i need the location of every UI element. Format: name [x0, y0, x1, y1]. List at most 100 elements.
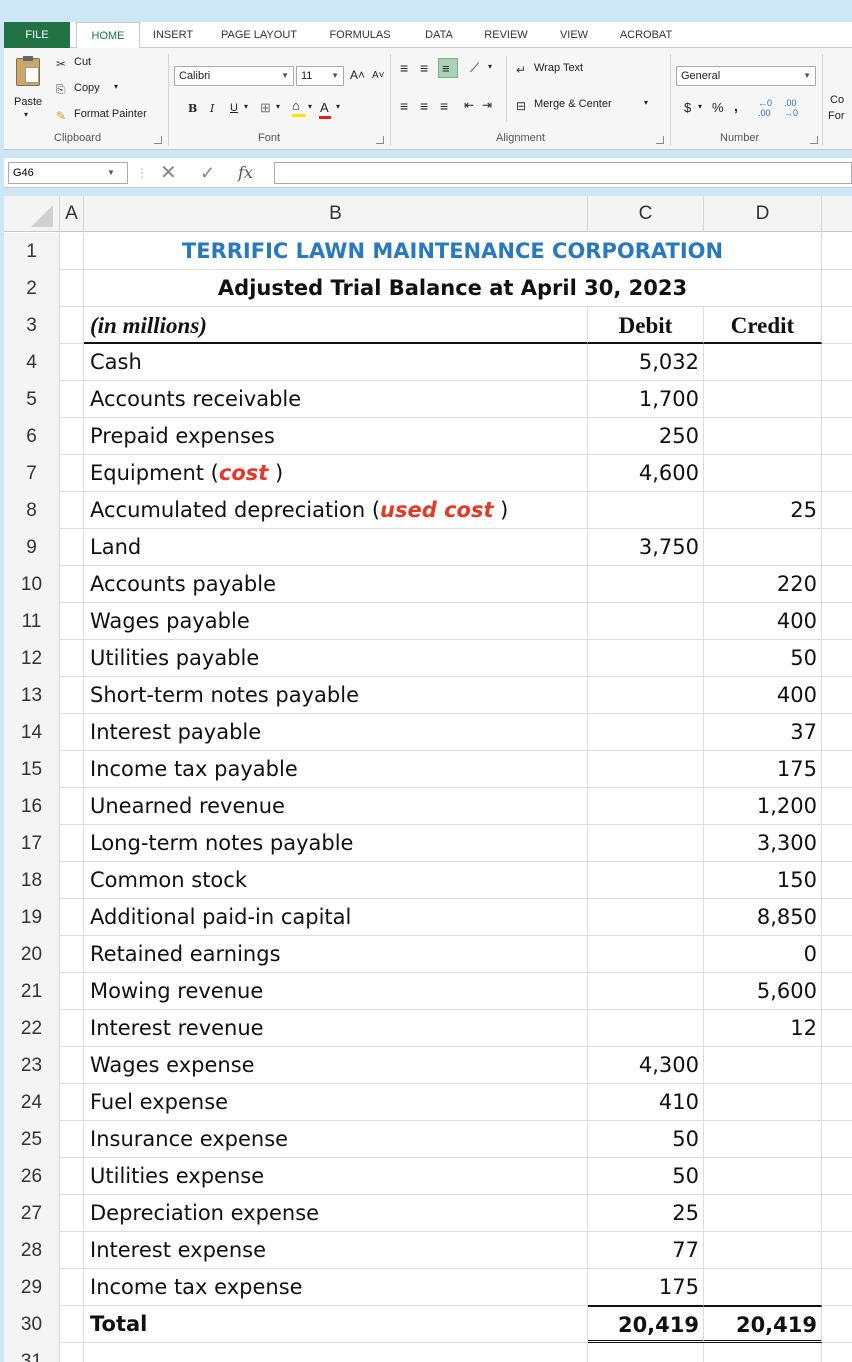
cell[interactable] — [822, 566, 852, 603]
debit-cell[interactable]: 5,032 — [588, 344, 704, 381]
chevron-down-icon[interactable]: ▾ — [698, 102, 703, 111]
debit-cell[interactable]: 1,700 — [588, 381, 704, 418]
debit-cell[interactable]: 250 — [588, 418, 704, 455]
company-title[interactable]: TERRIFIC LAWN MAINTENANCE CORPORATION — [84, 233, 822, 270]
decrease-decimal-icon[interactable]: .00 →0 — [784, 98, 799, 118]
dialog-launcher-icon[interactable] — [376, 136, 384, 144]
row-header[interactable]: 13 — [4, 677, 60, 714]
cell[interactable] — [60, 492, 84, 529]
debit-cell[interactable] — [588, 899, 704, 936]
cell[interactable] — [822, 344, 852, 381]
row-header[interactable]: 25 — [4, 1121, 60, 1158]
account-name-cell[interactable]: Wages payable — [84, 603, 588, 640]
account-name-cell[interactable]: Utilities payable — [84, 640, 588, 677]
name-box[interactable]: G46 ▼ — [8, 162, 128, 184]
cell[interactable] — [60, 1158, 84, 1195]
total-label[interactable]: Total — [84, 1306, 588, 1343]
credit-cell[interactable] — [704, 1047, 822, 1084]
account-name-cell[interactable]: Income tax payable — [84, 751, 588, 788]
credit-cell[interactable]: 50 — [704, 640, 822, 677]
cell[interactable] — [822, 381, 852, 418]
tab-page-layout[interactable]: PAGE LAYOUT — [220, 29, 297, 41]
cancel-icon[interactable]: ✕ — [160, 162, 177, 184]
cell[interactable] — [60, 677, 84, 714]
debit-cell[interactable] — [588, 936, 704, 973]
row-header[interactable]: 15 — [4, 751, 60, 788]
account-name-cell[interactable]: Short-term notes payable — [84, 677, 588, 714]
format-as-table-label[interactable]: For — [828, 110, 845, 122]
cell[interactable] — [822, 751, 852, 788]
row-header[interactable]: 20 — [4, 936, 60, 973]
row-header[interactable]: 26 — [4, 1158, 60, 1195]
account-name-cell[interactable]: Retained earnings — [84, 936, 588, 973]
credit-cell[interactable]: 220 — [704, 566, 822, 603]
cell[interactable] — [822, 1010, 852, 1047]
debit-cell[interactable] — [588, 751, 704, 788]
cell[interactable] — [822, 936, 852, 973]
row-header[interactable]: 21 — [4, 973, 60, 1010]
comma-button[interactable]: , — [734, 98, 738, 114]
increase-decimal-icon[interactable]: ←0.00 — [758, 98, 773, 118]
cell[interactable] — [822, 492, 852, 529]
debit-cell[interactable] — [588, 603, 704, 640]
font-size-select[interactable]: 11 ▼ — [296, 66, 344, 86]
row-header[interactable]: 27 — [4, 1195, 60, 1232]
cell[interactable] — [822, 1158, 852, 1195]
dialog-launcher-icon[interactable] — [656, 136, 664, 144]
cell[interactable] — [60, 1232, 84, 1269]
row-header[interactable]: 2 — [4, 270, 60, 307]
tab-formulas[interactable]: FORMULAS — [329, 29, 391, 41]
account-name-cell[interactable]: Land — [84, 529, 588, 566]
credit-cell[interactable] — [704, 529, 822, 566]
credit-cell[interactable] — [704, 381, 822, 418]
debit-cell[interactable] — [588, 825, 704, 862]
borders-icon[interactable]: ⊞ — [260, 100, 271, 115]
debit-cell[interactable]: 50 — [588, 1158, 704, 1195]
credit-cell[interactable] — [704, 455, 822, 492]
cell[interactable] — [60, 936, 84, 973]
account-name-cell[interactable]: Common stock — [84, 862, 588, 899]
align-right-icon[interactable]: ≡ — [440, 98, 449, 114]
row-header[interactable]: 3 — [4, 307, 60, 344]
align-left-icon[interactable]: ≡ — [400, 98, 409, 114]
dialog-launcher-icon[interactable] — [154, 136, 162, 144]
debit-cell[interactable] — [588, 677, 704, 714]
column-header-c[interactable]: C — [588, 196, 704, 232]
cell[interactable] — [60, 233, 84, 270]
account-name-cell[interactable]: Interest payable — [84, 714, 588, 751]
total-debit[interactable]: 20,419 — [588, 1306, 704, 1343]
account-name-cell[interactable]: Interest revenue — [84, 1010, 588, 1047]
align-bottom-button[interactable]: ≡ — [438, 58, 458, 78]
credit-cell[interactable] — [704, 1232, 822, 1269]
debit-cell[interactable] — [588, 640, 704, 677]
spreadsheet-grid[interactable]: A B C D 1 TERRIFIC LAWN MAINTENANCE CORP… — [4, 196, 852, 1362]
credit-cell[interactable] — [704, 344, 822, 381]
account-name-cell[interactable]: Prepaid expenses — [84, 418, 588, 455]
row-header[interactable]: 23 — [4, 1047, 60, 1084]
account-name-cell[interactable]: Income tax expense — [84, 1269, 588, 1306]
credit-cell[interactable]: 400 — [704, 677, 822, 714]
account-name-cell[interactable]: Additional paid-in capital — [84, 899, 588, 936]
cell[interactable] — [60, 1269, 84, 1306]
debit-cell[interactable] — [588, 1010, 704, 1047]
grow-font-icon[interactable]: A˄ — [350, 68, 366, 82]
chevron-down-icon[interactable]: ▾ — [336, 102, 341, 111]
cell[interactable] — [822, 603, 852, 640]
row-header[interactable]: 12 — [4, 640, 60, 677]
cell[interactable] — [60, 1121, 84, 1158]
cell[interactable] — [60, 381, 84, 418]
cell[interactable] — [822, 1121, 852, 1158]
cell[interactable] — [822, 1084, 852, 1121]
row-header[interactable]: 11 — [4, 603, 60, 640]
cell[interactable] — [60, 899, 84, 936]
units-label[interactable]: (in millions) — [84, 307, 588, 344]
cell[interactable] — [822, 825, 852, 862]
credit-cell[interactable]: 8,850 — [704, 899, 822, 936]
cell[interactable] — [822, 973, 852, 1010]
column-header-e[interactable] — [822, 196, 852, 232]
tab-insert[interactable]: INSERT — [152, 29, 194, 41]
total-credit[interactable]: 20,419 — [704, 1306, 822, 1343]
credit-cell[interactable] — [704, 1158, 822, 1195]
row-header[interactable]: 31 — [4, 1343, 60, 1362]
row-header[interactable]: 28 — [4, 1232, 60, 1269]
